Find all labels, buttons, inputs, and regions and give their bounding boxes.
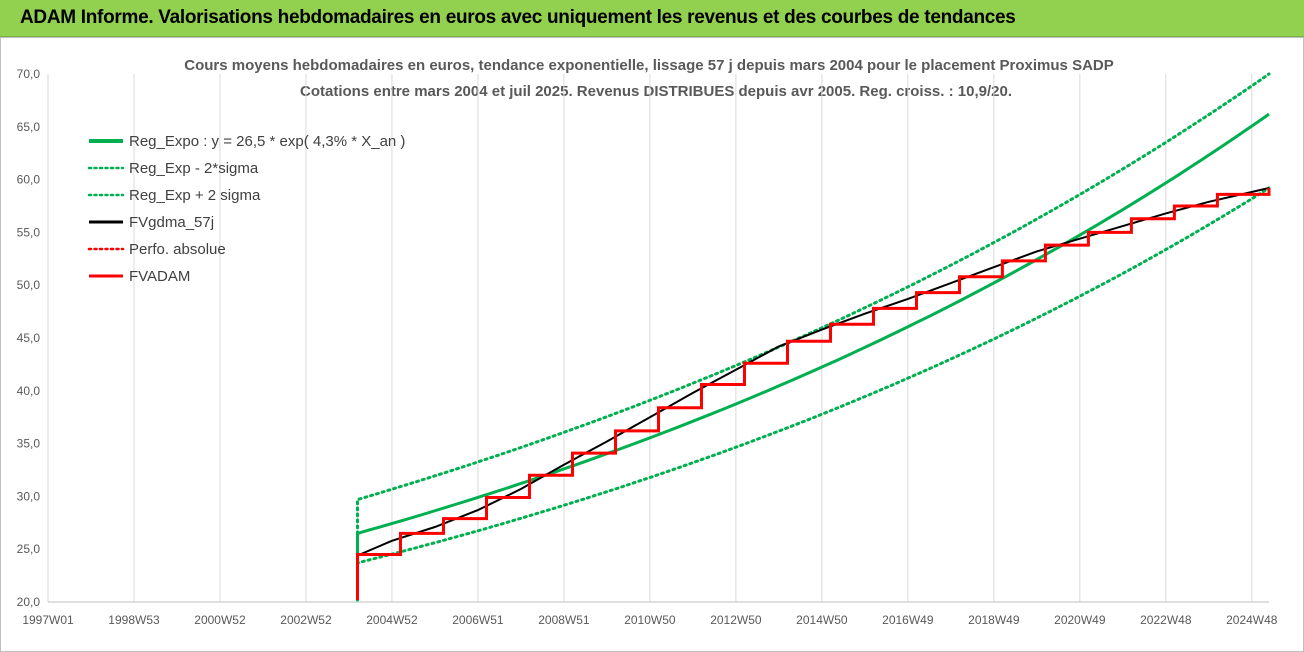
y-tick-label: 70,0 [17,67,41,81]
chart-area: Cours moyens hebdomadaires en euros, ten… [0,37,1304,652]
x-tick-label: 2010W50 [624,613,676,627]
y-tick-label: 45,0 [17,331,41,345]
legend-label: Perfo. absolue [129,241,226,258]
x-tick-label: 1997W01 [22,613,74,627]
legend-label: FVgdma_57j [129,214,214,231]
plot-series [356,72,1271,602]
x-tick-label: 2014W50 [796,613,848,627]
x-tick-label: 2016W49 [882,613,934,627]
x-tick-label: 2002W52 [280,613,332,627]
x-tick-label: 1998W53 [108,613,160,627]
y-tick-label: 65,0 [17,120,41,134]
y-tick-label: 25,0 [17,542,41,556]
series-line-0 [356,112,1270,600]
chart-subtitle: Cotations entre mars 2004 et juil 2025. … [300,83,1012,100]
series-line-2 [356,72,1271,602]
legend: Reg_Expo : y = 26,5 * exp( 4,3% * X_an )… [87,133,405,285]
y-tick-label: 20,0 [17,595,41,609]
legend-label: Reg_Exp - 2*sigma [129,160,259,177]
chart-title: Cours moyens hebdomadaires en euros, ten… [184,57,1114,74]
axes: 1997W01 1998W53 2000W52 2002W52 2004W52 2006W… [17,67,1278,627]
legend-label: Reg_Exp + 2 sigma [129,187,261,204]
y-tick-label: 60,0 [17,173,41,187]
legend-label: FVADAM [129,268,190,285]
legend-label: Reg_Expo : y = 26,5 * exp( 4,3% * X_an ) [129,133,405,150]
x-tick-label: 2018W49 [968,613,1020,627]
x-tick-label: 2012W50 [710,613,762,627]
gridlines [47,74,1253,602]
header-bar: ADAM Informe. Valorisations hebdomadaire… [0,0,1304,37]
x-tick-label: 2020W49 [1054,613,1106,627]
line-chart: Cours moyens hebdomadaires en euros, ten… [17,57,1278,627]
x-tick-label: 2006W51 [452,613,504,627]
x-tick-label: 2008W51 [538,613,590,627]
y-tick-label: 50,0 [17,278,41,292]
x-tick-label: 2004W52 [366,613,418,627]
x-tick-label: 2000W52 [194,613,246,627]
series-line-5 [356,188,1271,600]
series-line-1 [356,186,1271,602]
series-line-3 [356,187,1270,600]
x-tick-label: 2022W48 [1140,613,1192,627]
x-tick-label: 2024W48 [1226,613,1278,627]
y-tick-label: 55,0 [17,225,41,239]
y-tick-label: 35,0 [17,437,41,451]
page-title: ADAM Informe. Valorisations hebdomadaire… [20,7,1016,28]
y-tick-label: 40,0 [17,384,41,398]
y-tick-label: 30,0 [17,489,41,503]
